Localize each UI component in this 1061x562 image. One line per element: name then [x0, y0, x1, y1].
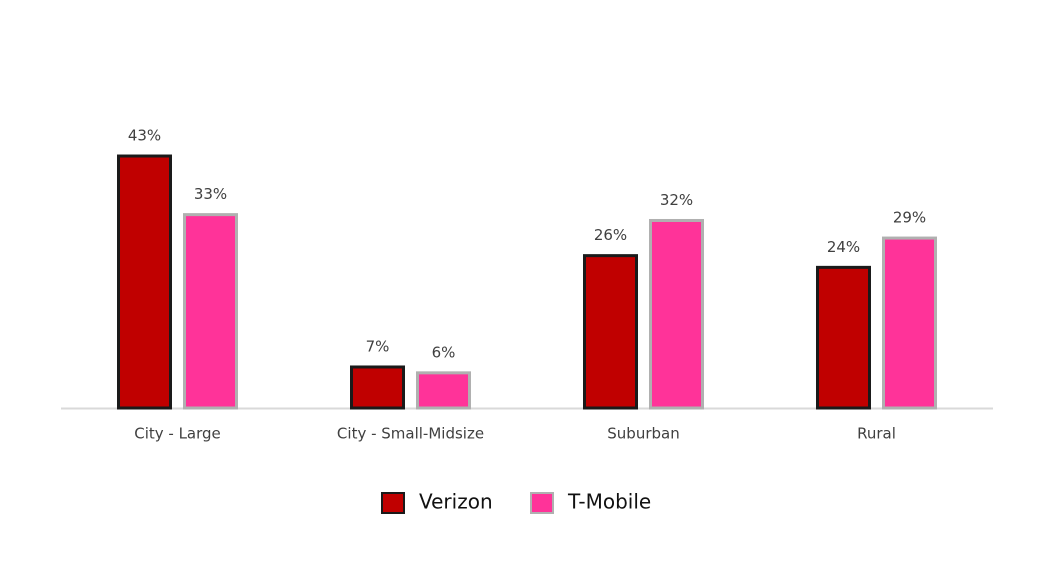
bar: [117, 154, 172, 410]
x-tick-label: City - Small-Midsize: [337, 425, 484, 443]
value-label: 26%: [594, 226, 627, 244]
bar: [649, 218, 704, 410]
legend-label: Verizon: [419, 490, 493, 514]
x-tick-label: Rural: [857, 425, 896, 443]
legend-swatch: [530, 492, 554, 514]
x-tick-label: Suburban: [607, 425, 679, 443]
value-label: 29%: [893, 209, 926, 227]
bar: [350, 365, 405, 410]
bar: [416, 371, 471, 410]
legend-swatch: [381, 492, 405, 514]
bar: [816, 265, 871, 410]
value-label: 6%: [432, 343, 456, 361]
bar: [183, 213, 238, 410]
bar: [583, 254, 638, 410]
value-label: 24%: [827, 238, 860, 256]
legend-label: T-Mobile: [567, 490, 651, 514]
value-label: 32%: [660, 191, 693, 209]
bar: [882, 236, 937, 410]
value-label: 7%: [366, 337, 390, 355]
value-label: 43%: [128, 127, 161, 145]
x-tick-label: City - Large: [134, 425, 221, 443]
value-label: 33%: [194, 185, 227, 203]
